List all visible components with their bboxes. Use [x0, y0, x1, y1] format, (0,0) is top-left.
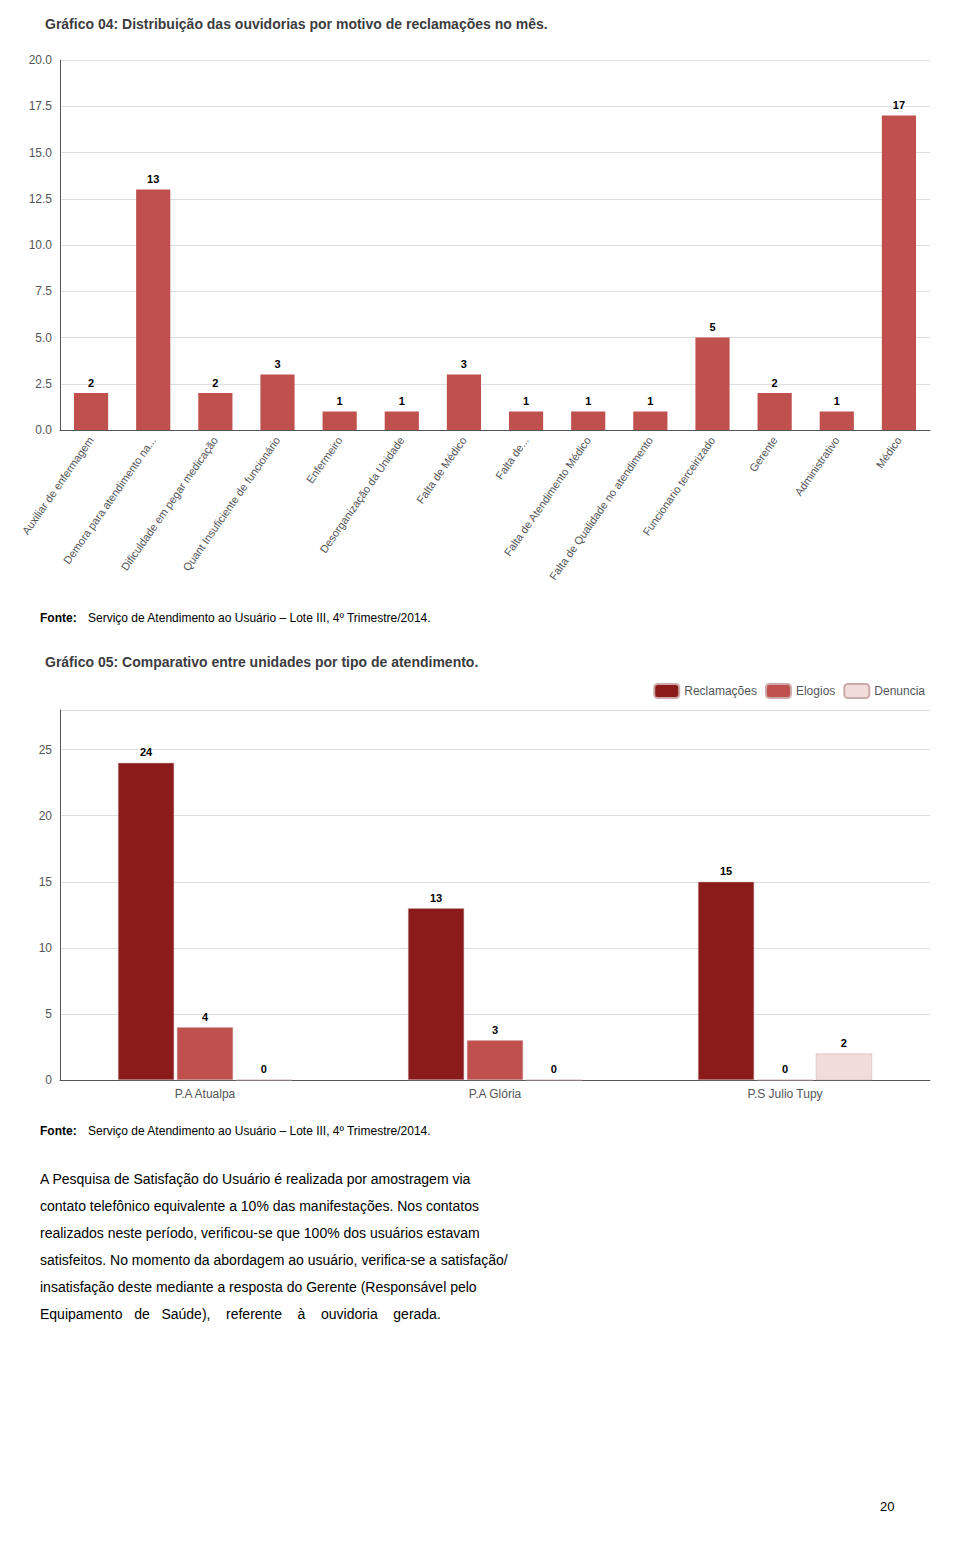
svg-text:Falta de Qualidade no atendime: Falta de Qualidade no atendimento — [547, 435, 655, 583]
svg-text:insatisfação deste mediante a: insatisfação deste mediante a resposta d… — [40, 1279, 477, 1295]
svg-text:2: 2 — [88, 377, 94, 389]
svg-text:Falta de Atendimento Médico: Falta de Atendimento Médico — [501, 434, 594, 559]
svg-text:1: 1 — [337, 395, 343, 407]
svg-text:P.A Glória: P.A Glória — [469, 1087, 522, 1101]
svg-text:Administrativo: Administrativo — [792, 435, 841, 498]
svg-text:2: 2 — [212, 377, 218, 389]
svg-text:15: 15 — [720, 865, 732, 877]
svg-text:4: 4 — [202, 1011, 209, 1023]
svg-text:12.5: 12.5 — [29, 192, 53, 206]
svg-text:A Pesquisa de Satisfação do Us: A Pesquisa de Satisfação do Usuário é re… — [40, 1171, 471, 1187]
svg-text:Gráfico 04: Distribuição das o: Gráfico 04: Distribuição das ouvidorias … — [45, 16, 548, 32]
svg-text:7.5: 7.5 — [35, 284, 52, 298]
svg-text:10: 10 — [39, 941, 53, 955]
svg-text:20: 20 — [880, 1499, 894, 1514]
svg-text:Fonte:: Fonte: — [40, 1124, 77, 1138]
svg-text:1: 1 — [647, 395, 653, 407]
svg-text:Falta de...: Falta de... — [493, 435, 531, 482]
svg-text:Equipamento de Saúde),: Equipamento de Saúde), referente à ouvid… — [40, 1306, 441, 1322]
svg-text:Médico: Médico — [874, 435, 904, 471]
svg-text:Reclamações: Reclamações — [684, 684, 757, 698]
svg-text:Serviço de Atendimento ao Usuá: Serviço de Atendimento ao Usuário – Lote… — [88, 1124, 431, 1138]
svg-text:P.A Atualpa: P.A Atualpa — [175, 1087, 236, 1101]
svg-text:2: 2 — [772, 377, 778, 389]
svg-text:10.0: 10.0 — [29, 238, 53, 252]
svg-text:satisfeitos. No momento da abo: satisfeitos. No momento da abordagem ao … — [40, 1252, 508, 1268]
svg-text:1: 1 — [523, 395, 529, 407]
svg-text:5.0: 5.0 — [35, 331, 52, 345]
svg-text:2.5: 2.5 — [35, 377, 52, 391]
svg-text:Denuncia: Denuncia — [874, 684, 925, 698]
svg-text:Fonte:: Fonte: — [40, 611, 77, 625]
svg-text:realizados neste período, veri: realizados neste período, verificou-se q… — [40, 1225, 480, 1241]
svg-text:Demora para atendimento na...: Demora para atendimento na... — [60, 434, 159, 567]
svg-text:Falta de Médico: Falta de Médico — [414, 435, 469, 506]
svg-text:Gerente: Gerente — [747, 435, 780, 474]
svg-text:20.0: 20.0 — [29, 53, 53, 67]
svg-text:17: 17 — [893, 99, 905, 111]
svg-text:3: 3 — [492, 1024, 498, 1036]
svg-text:24: 24 — [140, 746, 153, 758]
svg-text:Serviço de Atendimento ao Usuá: Serviço de Atendimento ao Usuário – Lote… — [88, 611, 431, 625]
svg-text:3: 3 — [461, 358, 467, 370]
svg-text:0: 0 — [782, 1063, 788, 1075]
svg-text:13: 13 — [430, 892, 442, 904]
svg-text:1: 1 — [585, 395, 591, 407]
svg-text:1: 1 — [399, 395, 405, 407]
svg-text:P.S Julio Tupy: P.S Julio Tupy — [747, 1087, 822, 1101]
svg-text:1: 1 — [834, 395, 840, 407]
svg-text:3: 3 — [274, 358, 280, 370]
svg-text:0: 0 — [551, 1063, 557, 1075]
svg-text:25: 25 — [39, 743, 53, 757]
svg-text:Gráfico 05: Comparativo entre: Gráfico 05: Comparativo entre unidades p… — [45, 654, 478, 670]
svg-text:Dificuldade em pegar medicação: Dificuldade em pegar medicação — [118, 435, 220, 573]
svg-text:15: 15 — [39, 875, 53, 889]
svg-text:20: 20 — [39, 809, 53, 823]
svg-text:17.5: 17.5 — [29, 99, 53, 113]
svg-text:contato telefônico equivalente: contato telefônico equivalente a 10% das… — [40, 1198, 479, 1214]
svg-text:13: 13 — [147, 173, 159, 185]
svg-text:2: 2 — [841, 1037, 847, 1049]
svg-text:Auxiliar de enfermagem: Auxiliar de enfermagem — [19, 435, 96, 537]
svg-text:Quant Insuficiente de funcioná: Quant Insuficiente de funcionário — [180, 435, 282, 574]
svg-text:Funcionario terceirizado: Funcionario terceirizado — [640, 435, 717, 538]
svg-text:Enfermeiro: Enfermeiro — [304, 435, 345, 486]
svg-text:Elogios: Elogios — [796, 684, 835, 698]
svg-text:0.0: 0.0 — [35, 423, 52, 437]
svg-text:5: 5 — [45, 1007, 52, 1021]
svg-text:0: 0 — [45, 1073, 52, 1087]
svg-text:15.0: 15.0 — [29, 146, 53, 160]
svg-text:0: 0 — [261, 1063, 267, 1075]
svg-text:5: 5 — [709, 321, 715, 333]
svg-text:Desorganização da Unidade: Desorganização da Unidade — [317, 435, 407, 556]
